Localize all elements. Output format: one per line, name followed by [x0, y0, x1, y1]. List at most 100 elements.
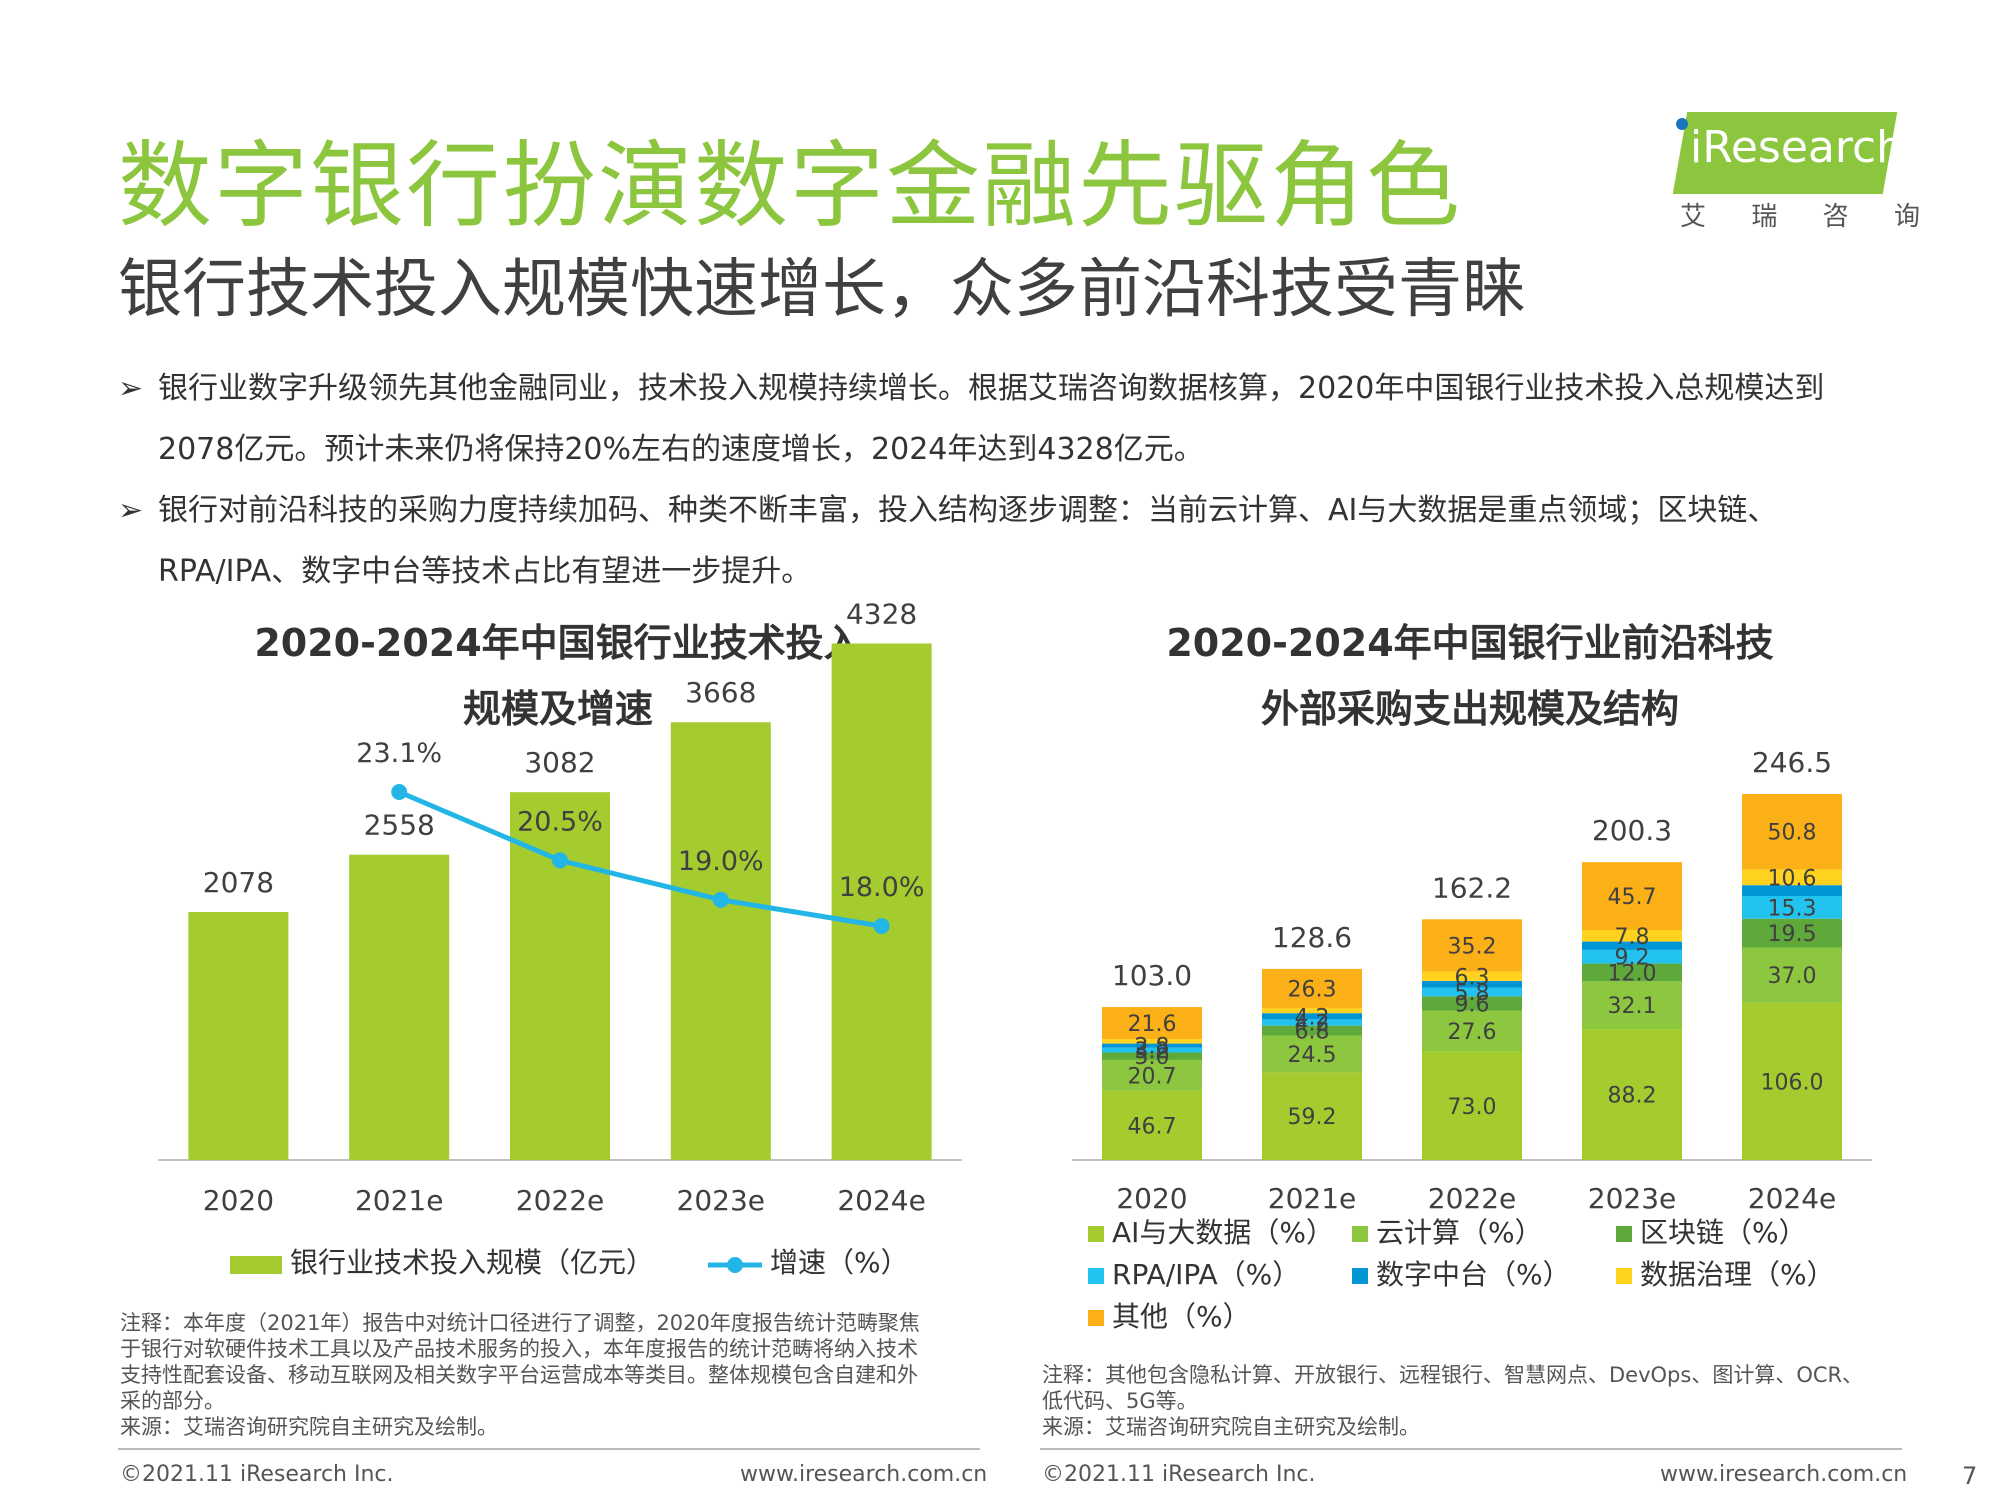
chart-2-bar-segment	[1582, 963, 1682, 982]
chart-1-bar-label: 2558	[364, 809, 435, 842]
chart-2-legend-swatch	[1088, 1226, 1104, 1242]
chart-2-x-tick: 2023e	[1588, 1182, 1676, 1215]
chart-1-note: 注释：本年度（2021年）报告中对统计口径进行了调整，2020年度报告统计范畴聚…	[120, 1310, 1000, 1440]
bullet-arrow-icon: ➢	[118, 371, 144, 406]
chart-2-segment-label: 6.3	[1455, 965, 1490, 990]
note-line: 于银行对软硬件技术工具以及产品技术服务的投入，本年度报告的统计范畴将纳入技术	[120, 1337, 918, 1361]
bullet-text: 银行对前沿科技的采购力度持续加码、种类不断丰富，投入结构逐步调整：当前云计算、A…	[158, 493, 1778, 589]
chart-2-segment-label: 106.0	[1761, 1070, 1824, 1095]
chart-2-x-tick: 2022e	[1428, 1182, 1516, 1215]
chart-2-total-label: 162.2	[1432, 871, 1512, 904]
chart-2-segment-label: 15.3	[1768, 896, 1817, 921]
chart-1-bar	[670, 722, 771, 1160]
chart-2-segment-label: 45.7	[1608, 885, 1657, 910]
note-line: 低代码、5G等。	[1042, 1389, 1198, 1413]
chart-2-segment-label: 5.0	[1135, 1045, 1170, 1070]
chart-2-total-label: 200.3	[1592, 814, 1672, 847]
chart-2-bar-segment	[1582, 862, 1682, 931]
chart-1-title-line: 规模及增速	[462, 687, 653, 731]
chart-1-bar	[831, 643, 932, 1160]
chart-2-title-line: 2020-2024年中国银行业前沿科技	[1166, 621, 1774, 665]
chart-2-legend-swatch	[1352, 1268, 1368, 1284]
chart-2-segment-label: 4.2	[1295, 1012, 1330, 1037]
chart-2-bar-segment	[1262, 1072, 1362, 1160]
chart-2-segment-label: 32.1	[1608, 994, 1657, 1019]
chart-2-bar-segment	[1102, 1047, 1202, 1053]
chart-2-legend-label: 数据治理（%）	[1640, 1258, 1835, 1291]
chart-2-bar-segment	[1582, 949, 1682, 964]
chart-1-title: 2020-2024年中国银行业技术投入 规模及增速	[118, 610, 998, 742]
bullet-2: ➢ 银行对前沿科技的采购力度持续加码、种类不断丰富，投入结构逐步调整：当前云计算…	[118, 480, 1898, 602]
chart-2-segment-label: 27.6	[1448, 1020, 1497, 1045]
chart-2-bar-segment	[1102, 1052, 1202, 1060]
chart-2-legend-swatch	[1616, 1268, 1632, 1284]
chart-2-legend-label: 数字中台（%）	[1376, 1258, 1571, 1291]
page-number: 7	[1962, 1462, 1978, 1490]
chart-2-segment-label: 4.2	[1295, 1005, 1330, 1030]
chart-2-segment-label: 20.7	[1128, 1064, 1177, 1089]
chart-2-segment-label: 6.8	[1295, 1020, 1330, 1045]
chart-2-legend-swatch	[1088, 1268, 1104, 1284]
chart-1-growth-label: 18.0%	[839, 872, 925, 903]
logo-char: 艾	[1680, 202, 1707, 232]
chart-2-bar-segment	[1422, 1051, 1522, 1160]
chart-2-legend-swatch	[1088, 1310, 1104, 1326]
chart-2-segment-label: 73.0	[1448, 1095, 1497, 1120]
chart-2-bar-segment	[1742, 918, 1842, 948]
chart-2-segment-label: 19.5	[1768, 922, 1817, 947]
source-line: 来源：艾瑞咨询研究院自主研究及绘制。	[120, 1415, 498, 1439]
chart-2-bar-segment	[1742, 885, 1842, 897]
chart-2-total-label: 246.5	[1752, 746, 1832, 779]
note-line: 支持性配套设备、移动互联网及相关数字平台运营成本等类目。整体规模包含自建和外	[120, 1363, 918, 1387]
chart-2-bar-segment	[1742, 794, 1842, 870]
logo-dot-icon	[1676, 118, 1688, 130]
chart-2-legend-label: AI与大数据（%）	[1112, 1216, 1334, 1249]
chart-2-bar-segment	[1422, 919, 1522, 972]
chart-1-bar	[349, 854, 450, 1160]
chart-2-total-label: 103.0	[1112, 959, 1192, 992]
chart-2-segment-label: 9.6	[1455, 993, 1490, 1018]
footer-divider-right	[1040, 1448, 1902, 1450]
bullet-arrow-icon: ➢	[118, 493, 144, 528]
chart-2-bar-segment	[1582, 930, 1682, 942]
chart-1-growth-point	[552, 852, 568, 869]
chart-1-legend-bar-swatch	[230, 1256, 282, 1274]
note-line: 注释：本年度（2021年）报告中对统计口径进行了调整，2020年度报告统计范畴聚…	[120, 1311, 920, 1335]
chart-1-bar-label: 3082	[524, 746, 595, 779]
footer-website-left[interactable]: www.iresearch.com.cn	[740, 1462, 988, 1487]
chart-2-segment-label: 50.8	[1768, 821, 1817, 846]
chart-2-bar-segment	[1102, 1007, 1202, 1040]
chart-2-bar-segment	[1102, 1059, 1202, 1091]
chart-2-bar-segment	[1262, 1007, 1362, 1014]
chart-2-bar-segment	[1102, 1039, 1202, 1044]
footer-copyright-left: ©2021.11 iResearch Inc.	[120, 1462, 394, 1487]
page-subtitle: 银行技术投入规模快速增长，众多前沿科技受青睐	[118, 253, 1526, 327]
chart-2-bar-segment	[1422, 980, 1522, 988]
chart-1-growth-point	[712, 891, 729, 908]
chart-1-x-tick: 2024e	[837, 1184, 925, 1217]
logo-char: 瑞	[1751, 202, 1778, 232]
logo-char: 咨	[1822, 202, 1849, 232]
chart-2-x-tick: 2024e	[1748, 1182, 1836, 1215]
chart-2-bar-segment	[1262, 968, 1362, 1008]
bullet-1: ➢ 银行业数字升级领先其他金融同业，技术投入规模持续增长。根据艾瑞咨询数据核算，…	[118, 358, 1898, 480]
chart-2-bar-segment	[1422, 996, 1522, 1011]
chart-2-bar-segment	[1582, 981, 1682, 1030]
footer-divider-left	[118, 1448, 980, 1450]
chart-1-legend-line-label: 增速（%）	[770, 1246, 909, 1279]
chart-2-segment-label: 26.3	[1288, 977, 1337, 1002]
chart-2-segment-label: 2.8	[1135, 1035, 1170, 1060]
chart-1-bar-label: 3668	[685, 676, 756, 709]
chart-2-segment-label: 37.0	[1768, 964, 1817, 989]
chart-1-legend-line-marker	[727, 1257, 743, 1273]
chart-1-growth-line	[398, 789, 883, 929]
chart-1-bar	[188, 912, 289, 1160]
footer-website-right[interactable]: www.iresearch.com.cn	[1660, 1462, 1908, 1487]
logo-char: 询	[1893, 202, 1920, 232]
chart-2-segment-label: 12.0	[1608, 961, 1657, 986]
chart-2-legend-swatch	[1352, 1226, 1368, 1242]
chart-2-legend-label: 区块链（%）	[1640, 1216, 1807, 1249]
chart-2-segment-label: 7.8	[1615, 925, 1650, 950]
chart-1-title-line: 2020-2024年中国银行业技术投入	[254, 621, 862, 665]
